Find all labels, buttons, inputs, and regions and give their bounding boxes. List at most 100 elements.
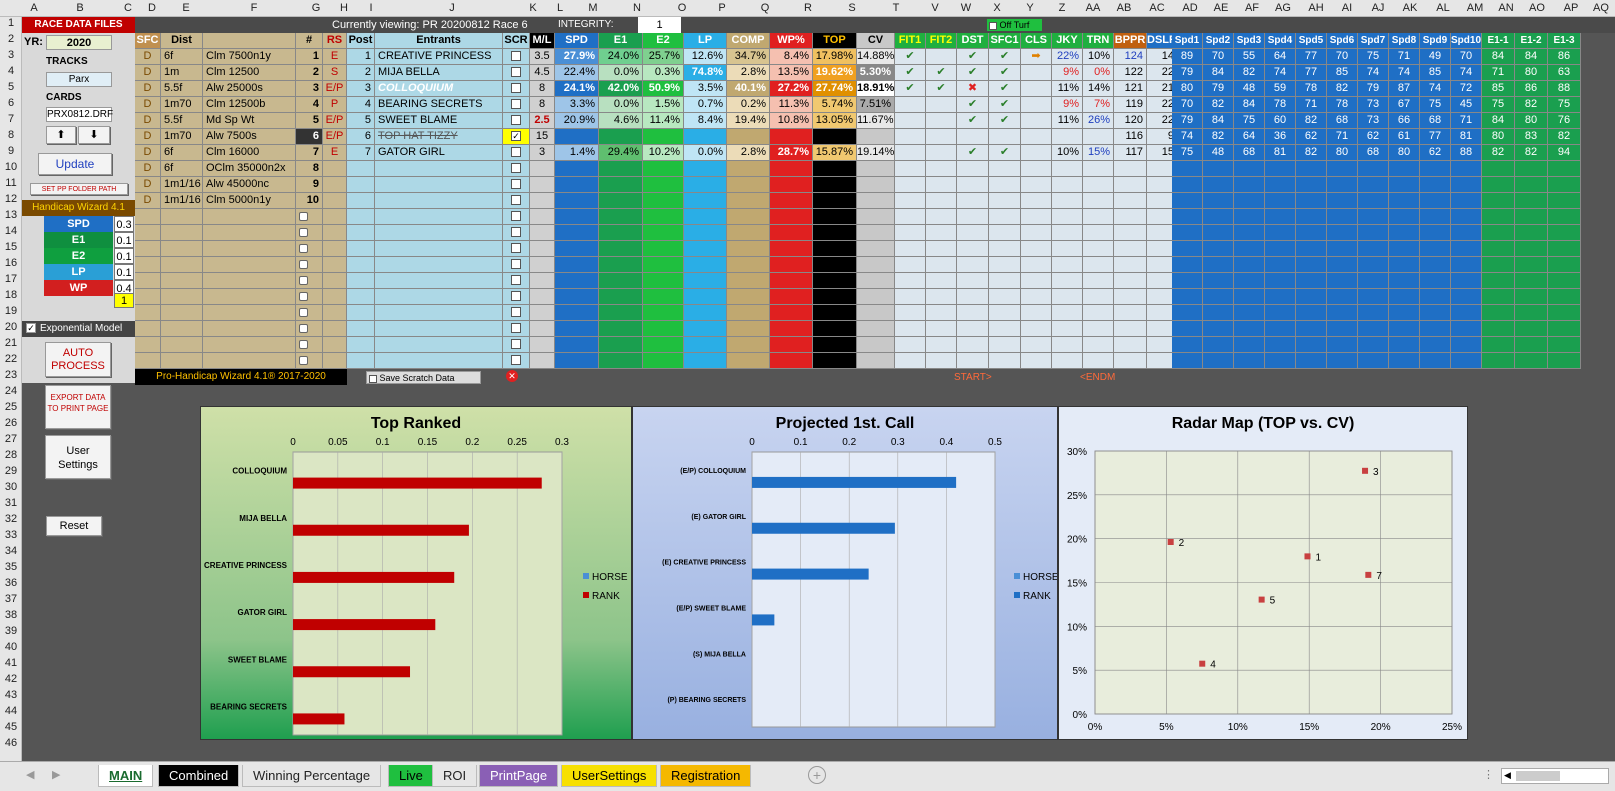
tab-prev-icon[interactable]: ◀ xyxy=(26,769,35,781)
scratch-box[interactable] xyxy=(511,147,521,157)
scratch-checkbox[interactable] xyxy=(503,353,530,369)
scratch-checkbox[interactable] xyxy=(503,289,530,305)
race-select-button[interactable]: 10 xyxy=(296,193,323,209)
scratch-checkbox[interactable] xyxy=(503,193,530,209)
race-select-button[interactable] xyxy=(296,257,323,273)
race-select-button[interactable] xyxy=(296,225,323,241)
race-select-button[interactable]: 1 xyxy=(296,49,323,65)
scratch-box[interactable] xyxy=(511,259,521,269)
export-button[interactable]: EXPORT DATA TO PRINT PAGE xyxy=(45,385,111,429)
column-header-F[interactable]: F xyxy=(250,2,258,14)
column-header-G[interactable]: G xyxy=(311,2,321,14)
race-select-button[interactable] xyxy=(296,209,323,225)
scratch-box[interactable] xyxy=(511,227,521,237)
row-header-3[interactable]: 3 xyxy=(7,49,15,61)
column-header-L[interactable]: L xyxy=(556,2,564,14)
scratch-checkbox[interactable] xyxy=(503,65,530,81)
column-header-T[interactable]: T xyxy=(892,2,900,14)
column-header-AO[interactable]: AO xyxy=(1529,2,1545,14)
scratch-box[interactable] xyxy=(511,307,521,317)
row-header-25[interactable]: 25 xyxy=(4,401,18,413)
row-header-39[interactable]: 39 xyxy=(4,625,18,637)
column-header-J[interactable]: J xyxy=(449,2,455,14)
off-turf-checkbox[interactable] xyxy=(989,21,997,30)
scratch-checkbox[interactable] xyxy=(503,273,530,289)
row-header-38[interactable]: 38 xyxy=(4,609,18,621)
race-radio-icon[interactable] xyxy=(299,356,308,365)
row-header-32[interactable]: 32 xyxy=(4,513,18,525)
race-select-button[interactable]: 4 xyxy=(296,97,323,113)
scratch-box[interactable] xyxy=(511,275,521,285)
row-header-29[interactable]: 29 xyxy=(4,465,18,477)
scratch-checkbox[interactable] xyxy=(503,225,530,241)
row-header-14[interactable]: 14 xyxy=(4,225,18,237)
race-select-button[interactable]: 3 xyxy=(296,81,323,97)
weight-value[interactable]: 0.1 xyxy=(114,232,134,248)
scratch-box[interactable] xyxy=(511,339,521,349)
row-header-5[interactable]: 5 xyxy=(7,81,15,93)
scratch-box[interactable] xyxy=(511,51,521,61)
column-header-C[interactable]: C xyxy=(124,2,132,14)
scratch-checkbox[interactable] xyxy=(503,145,530,161)
row-header-12[interactable]: 12 xyxy=(4,193,18,205)
column-header-AL[interactable]: AL xyxy=(1436,2,1450,14)
update-button[interactable]: Update xyxy=(38,153,112,175)
year-field[interactable]: 2020 xyxy=(46,35,112,50)
race-select-button[interactable]: 5 xyxy=(296,113,323,129)
save-scratch-checkbox[interactable] xyxy=(369,374,377,383)
scratch-box[interactable] xyxy=(511,115,521,125)
column-header-M[interactable]: M xyxy=(588,2,598,14)
column-header-Y[interactable]: Y xyxy=(1026,2,1034,14)
scratch-box[interactable] xyxy=(511,323,521,333)
row-header-20[interactable]: 20 xyxy=(4,321,18,333)
scratch-checkbox[interactable] xyxy=(503,49,530,65)
race-radio-icon[interactable] xyxy=(299,260,308,269)
column-header-AG[interactable]: AG xyxy=(1275,2,1291,14)
scratch-box[interactable] xyxy=(511,211,521,221)
column-header-AA[interactable]: AA xyxy=(1085,2,1101,14)
row-header-44[interactable]: 44 xyxy=(4,705,18,717)
row-header-41[interactable]: 41 xyxy=(4,657,18,669)
off-turf-toggle[interactable]: Off Turf xyxy=(987,19,1042,31)
row-header-17[interactable]: 17 xyxy=(4,273,18,285)
download-button[interactable]: ⬇ xyxy=(78,126,110,144)
scratch-box[interactable] xyxy=(511,67,521,77)
row-header-2[interactable]: 2 xyxy=(7,33,15,45)
row-header-7[interactable]: 7 xyxy=(7,113,15,125)
race-select-button[interactable]: 7 xyxy=(296,145,323,161)
scratch-checkbox[interactable] xyxy=(503,321,530,337)
column-header-D[interactable]: D xyxy=(148,2,156,14)
track-select[interactable]: Parx xyxy=(46,72,112,87)
row-header-6[interactable]: 6 xyxy=(7,97,15,109)
race-select-button[interactable]: 2 xyxy=(296,65,323,81)
auto-process-button[interactable]: AUTO PROCESS xyxy=(45,342,111,377)
column-header-Z[interactable]: Z xyxy=(1058,2,1066,14)
column-header-A[interactable]: A xyxy=(30,2,38,14)
race-radio-icon[interactable] xyxy=(299,308,308,317)
reset-button[interactable]: Reset xyxy=(46,516,102,536)
scratch-checkbox[interactable]: ✓ xyxy=(503,129,530,145)
row-header-8[interactable]: 8 xyxy=(7,129,15,141)
race-select-button[interactable]: 8 xyxy=(296,161,323,177)
tab-roi[interactable]: ROI xyxy=(432,765,478,787)
scratch-box[interactable] xyxy=(511,163,521,173)
scratch-checkbox[interactable] xyxy=(503,97,530,113)
column-header-AM[interactable]: AM xyxy=(1466,2,1484,14)
race-select-button[interactable] xyxy=(296,321,323,337)
scratch-box[interactable] xyxy=(511,179,521,189)
add-sheet-icon[interactable]: + xyxy=(808,766,826,784)
row-header-30[interactable]: 30 xyxy=(4,481,18,493)
race-select-button[interactable] xyxy=(296,305,323,321)
scratch-box[interactable] xyxy=(511,355,521,365)
race-select-button[interactable] xyxy=(296,241,323,257)
row-header-24[interactable]: 24 xyxy=(4,385,18,397)
row-header-34[interactable]: 34 xyxy=(4,545,18,557)
row-header-15[interactable]: 15 xyxy=(4,241,18,253)
column-header-S[interactable]: S xyxy=(848,2,856,14)
clear-icon[interactable]: ✕ xyxy=(506,370,518,382)
column-header-AJ[interactable]: AJ xyxy=(1371,2,1385,14)
upload-button[interactable]: ⬆ xyxy=(46,126,76,144)
column-header-K[interactable]: K xyxy=(529,2,537,14)
weight-value[interactable]: 0.3 xyxy=(114,216,134,232)
column-header-AF[interactable]: AF xyxy=(1244,2,1260,14)
